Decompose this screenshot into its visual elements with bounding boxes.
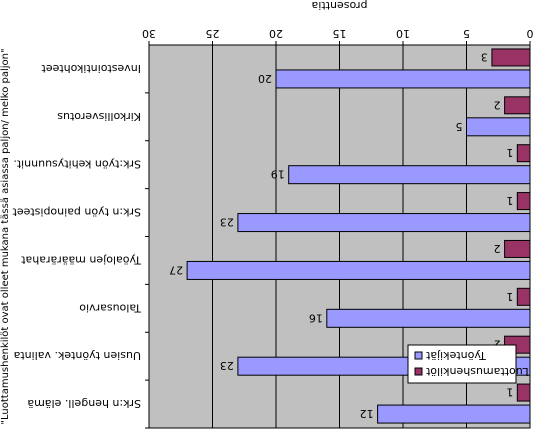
category-labels: Srk:n hengell. elämä Uusien työntek. vali… — [12, 62, 142, 410]
data-label: 2 — [494, 98, 501, 111]
legend-box — [407, 344, 517, 384]
legend-label: Työntekijät — [425, 349, 487, 362]
y-axis-label: "Luottamushenkilöt ovat olleet mukana tä… — [0, 48, 11, 424]
category-label: Kirkollisverotus — [57, 110, 141, 123]
bar — [516, 192, 531, 211]
data-label: 27 — [169, 263, 183, 276]
category-label: Investointikohteet — [41, 62, 141, 75]
category-label: Srk:työn kehitysuunnit. — [13, 158, 141, 171]
bar — [491, 48, 531, 67]
legend-label: Luottamushenkilöt — [425, 365, 528, 378]
data-label: 23 — [220, 359, 234, 372]
x-tick-label: 20 — [269, 27, 283, 40]
x-tick-label: 0 — [527, 27, 534, 40]
legend: Luottamushenkilöt Työntekijät — [407, 344, 529, 384]
bar — [516, 287, 531, 306]
data-label: 5 — [456, 120, 463, 133]
bar — [516, 383, 531, 402]
data-label: 1 — [506, 194, 513, 207]
bar — [377, 404, 531, 424]
data-label: 12 — [360, 407, 374, 420]
data-label: 2 — [494, 242, 501, 255]
bar — [504, 239, 531, 258]
bar — [504, 96, 531, 115]
data-label: 23 — [220, 216, 234, 229]
bar — [186, 260, 531, 280]
bar — [466, 117, 531, 137]
category-label: Srk:n työn painopisteet — [12, 206, 141, 219]
category-label: Työalojen määrärahat — [21, 253, 143, 266]
bar — [516, 144, 531, 163]
data-label: 19 — [271, 168, 285, 181]
bar — [288, 165, 531, 185]
x-axis-label: prosenttia — [312, 0, 368, 12]
data-label: 1 — [506, 290, 513, 303]
legend-swatch — [414, 367, 423, 376]
data-label: 3 — [481, 50, 488, 63]
category-label: Uusien työntek. valinta — [14, 349, 141, 362]
data-label: 20 — [258, 72, 272, 85]
x-tick-label: 5 — [463, 27, 470, 40]
data-label: 1 — [506, 386, 513, 399]
bars: 12 1 23 2 16 1 27 2 23 1 19 1 5 2 20 3 — [169, 48, 531, 424]
bar — [275, 69, 531, 89]
legend-swatch — [414, 351, 423, 360]
x-tick-label: 10 — [396, 27, 410, 40]
data-label: 2 — [494, 338, 501, 351]
data-label: 1 — [506, 146, 513, 159]
category-label: Talousarvio — [79, 301, 142, 314]
x-tick-labels: 0 5 10 15 20 25 30 — [142, 27, 534, 40]
x-tick-label: 15 — [333, 27, 347, 40]
category-label: Srk:n hengell. elämä — [27, 397, 141, 410]
x-tick-label: 30 — [142, 27, 156, 40]
x-tick-label: 25 — [206, 27, 220, 40]
bar — [326, 308, 531, 328]
bar — [237, 213, 531, 233]
data-label: 16 — [309, 311, 323, 324]
